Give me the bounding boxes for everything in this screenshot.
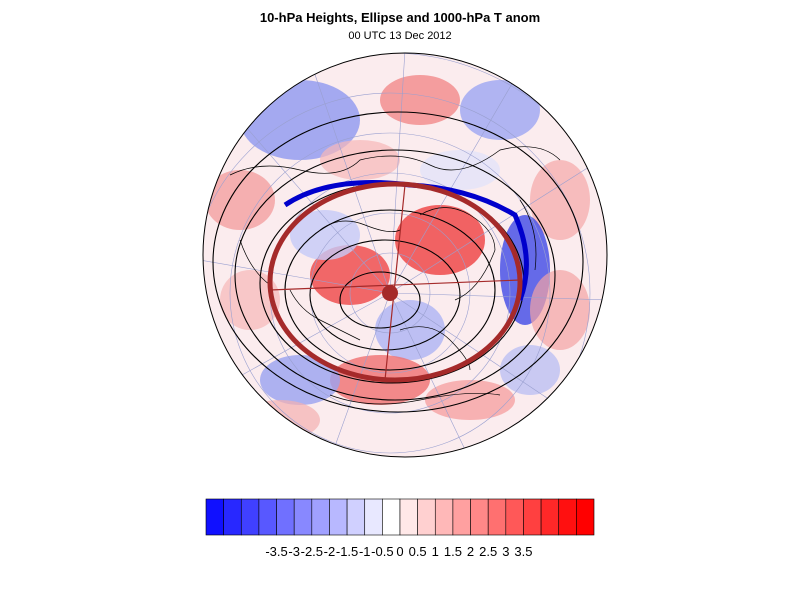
colorbar-bin bbox=[329, 498, 348, 536]
ellipse-minor-axis bbox=[384, 184, 406, 381]
colorbar-bin bbox=[452, 498, 471, 536]
colorbar-bin bbox=[311, 498, 330, 536]
colorbar-bin bbox=[364, 498, 383, 536]
colorbar-tick-label: -3 bbox=[288, 544, 300, 559]
colorbar-bin bbox=[487, 498, 507, 536]
colorbar-bin bbox=[399, 498, 418, 536]
colorbar-tick-label: 1.5 bbox=[444, 544, 462, 559]
colorbar-bin bbox=[240, 498, 260, 536]
vortex-ellipse bbox=[267, 181, 523, 383]
blue-contour bbox=[283, 180, 529, 301]
colorbar-bin bbox=[258, 498, 277, 536]
globe-outline bbox=[202, 52, 608, 458]
colorbar-tick-label: 3 bbox=[502, 544, 509, 559]
colorbar-tick-label: 2.5 bbox=[479, 544, 497, 559]
colorbar-tick-label: -0.5 bbox=[371, 544, 393, 559]
colorbar-tick-label: -2 bbox=[324, 544, 336, 559]
colorbar-bin bbox=[576, 498, 595, 536]
colorbar-tick-label: 1 bbox=[432, 544, 439, 559]
colorbar-tick-label: -1.5 bbox=[336, 544, 358, 559]
colorbar-bin bbox=[540, 498, 560, 536]
ellipse-centroid bbox=[382, 285, 398, 301]
colorbar-bin bbox=[382, 498, 401, 536]
map-title: 10-hPa Heights, Ellipse and 1000-hPa T a… bbox=[259, 10, 541, 25]
map-subtitle: 00 UTC 13 Dec 2012 bbox=[348, 30, 452, 42]
colorbar-tick-label: 3.5 bbox=[514, 544, 532, 559]
colorbar-bin bbox=[293, 498, 313, 536]
colorbar-bin bbox=[470, 498, 489, 536]
colorbar-bin bbox=[558, 498, 577, 536]
colorbar-bin bbox=[205, 498, 224, 536]
colorbar-tick-label: -2.5 bbox=[301, 544, 323, 559]
colorbar-tick-label: 2 bbox=[467, 544, 474, 559]
colorbar-tick-label: -3.5 bbox=[265, 544, 287, 559]
colorbar-bin bbox=[223, 498, 242, 536]
colorbar-bin bbox=[505, 498, 524, 536]
colorbar-bin bbox=[276, 498, 295, 536]
colorbar-bin bbox=[523, 498, 542, 536]
colorbar-tick-label: 0 bbox=[396, 544, 403, 559]
colorbar-bin bbox=[346, 498, 366, 536]
colorbar-tick-label: 0.5 bbox=[409, 544, 427, 559]
colorbar-bin bbox=[434, 498, 454, 536]
colorbar-bin bbox=[417, 498, 436, 536]
colorbar-tick-label: -1 bbox=[359, 544, 371, 559]
coastlines bbox=[229, 146, 561, 405]
